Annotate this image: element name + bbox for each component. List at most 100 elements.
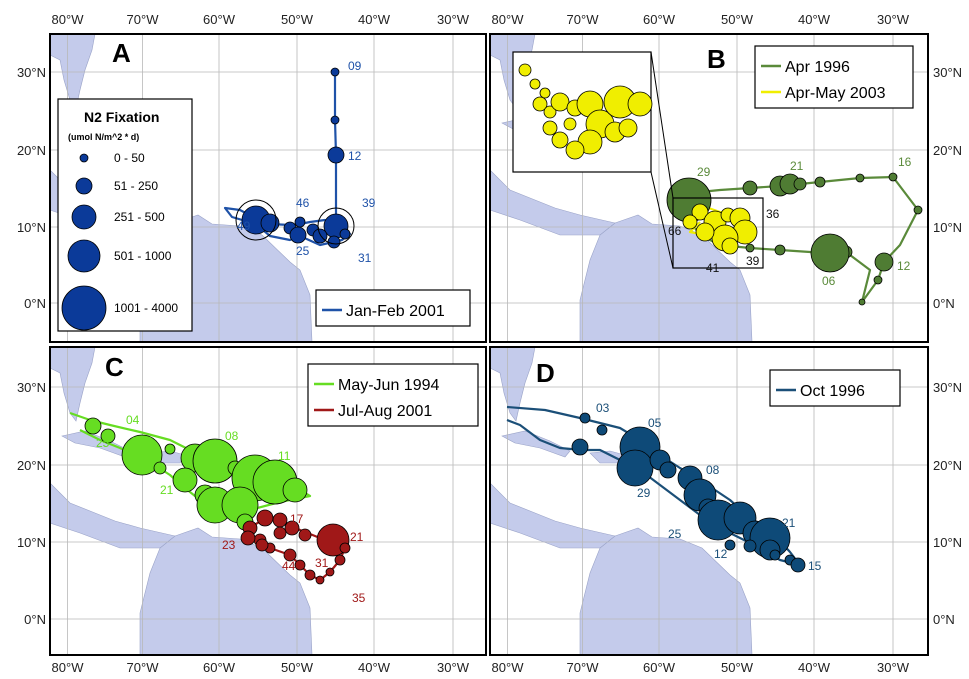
lon-tick-label: 30°W — [437, 12, 470, 27]
station-ring — [235, 199, 277, 241]
inset-station-circle — [550, 92, 570, 112]
station-circle — [659, 461, 677, 479]
inset-station-circle — [565, 140, 585, 160]
panel-frame — [49, 346, 487, 656]
station-label: 11 — [278, 449, 291, 463]
series-legend: May-Jun 1994 Jul-Aug 2001 — [307, 363, 479, 427]
station-circle — [814, 176, 826, 188]
legend-label: Apr 1996 — [785, 59, 850, 76]
station-circle — [298, 528, 312, 542]
size-legend: N2 Fixation (umol N/m^2 * d) 0 - 50 51 - 25… — [57, 98, 193, 332]
station-circle — [121, 434, 163, 476]
station-label: 12 — [714, 547, 728, 561]
station-circle — [339, 542, 351, 554]
station-circle — [691, 203, 709, 221]
station-ring — [317, 207, 355, 245]
station-circle — [334, 554, 346, 566]
south-america-land — [579, 527, 753, 656]
legend-label: Jul-Aug 2001 — [338, 403, 432, 420]
size-legend-circle — [67, 239, 101, 273]
north-america-land — [489, 346, 536, 422]
south-america-land — [139, 527, 313, 656]
inset-station-circle — [543, 105, 557, 119]
station-circle — [172, 467, 198, 493]
lat-tick-label: 0°N — [24, 296, 46, 311]
lon-tick-label: 30°W — [437, 660, 470, 675]
cruise-track-line — [688, 175, 920, 304]
station-circle — [913, 205, 923, 215]
station-circle — [315, 575, 325, 585]
series-legend: Apr 1996 Apr-May 2003 — [754, 45, 914, 109]
lat-tick-label: 20°N — [17, 143, 46, 158]
station-label: 25 — [96, 436, 110, 450]
station-circle — [325, 567, 335, 577]
lon-tick-label: 40°W — [358, 12, 391, 27]
size-legend-unit: (umol N/m^2 * d) — [68, 132, 139, 142]
lat-tick-label: 10°N — [17, 535, 46, 550]
lat-tick-label: 30°N — [17, 380, 46, 395]
size-legend-circle — [61, 285, 107, 331]
station-label: 03 — [596, 401, 610, 415]
lon-tick-label: 60°W — [643, 12, 676, 27]
station-label: 35 — [352, 591, 366, 605]
station-label: 04 — [126, 413, 140, 427]
panel-letter: D — [536, 358, 555, 388]
panel-letter: B — [707, 44, 726, 74]
station-circle — [289, 226, 307, 244]
lon-tick-label: 80°W — [52, 660, 85, 675]
size-legend-label: 251 - 500 — [114, 210, 165, 224]
station-label: 23 — [222, 538, 236, 552]
station-circle — [255, 538, 269, 552]
station-label: 39 — [362, 196, 376, 210]
map-panel-d: 03 05 08 29 25 12 21 15 D Oct 1996 — [489, 346, 929, 656]
station-circle — [596, 424, 608, 436]
central-america-land — [489, 169, 616, 236]
lat-tick-label: 20°N — [17, 458, 46, 473]
station-circle — [790, 557, 806, 573]
station-label: 46 — [296, 196, 310, 210]
lon-tick-label: 40°W — [798, 12, 831, 27]
station-label: 31 — [358, 251, 372, 265]
station-circle — [312, 228, 328, 244]
lat-tick-label: 20°N — [933, 143, 962, 158]
zoom-box — [672, 197, 764, 269]
lon-tick-label: 80°W — [492, 12, 525, 27]
station-label: 25 — [296, 244, 310, 258]
inset-station-circle — [529, 78, 541, 90]
station-label: 66 — [668, 224, 682, 238]
station-circle — [695, 222, 715, 242]
station-circle — [327, 146, 345, 164]
station-circle — [682, 214, 698, 230]
station-circle — [283, 548, 297, 562]
panel-frame — [489, 33, 929, 343]
station-circle — [616, 449, 654, 487]
station-label: 21 — [350, 530, 364, 544]
station-label: 06 — [822, 274, 836, 288]
station-circle — [873, 275, 883, 285]
lat-tick-label: 10°N — [933, 220, 962, 235]
inset-station-circle — [563, 117, 577, 131]
size-legend-label: 501 - 1000 — [114, 249, 172, 263]
lon-tick-label: 60°W — [203, 12, 236, 27]
station-label: 08 — [706, 463, 720, 477]
station-label: 29 — [637, 486, 651, 500]
station-circle — [304, 569, 316, 581]
station-circle — [284, 520, 300, 536]
series-legend: Oct 1996 — [769, 369, 901, 407]
station-circle — [888, 172, 898, 182]
panel-frame — [49, 33, 487, 343]
station-label: 25 — [668, 527, 682, 541]
lat-tick-label: 30°N — [933, 380, 962, 395]
lon-tick-label: 50°W — [281, 12, 314, 27]
inset-station-circle — [627, 91, 653, 117]
lon-tick-label: 70°W — [127, 660, 160, 675]
station-label: 31 — [315, 556, 329, 570]
size-legend-circle — [75, 177, 93, 195]
station-circle — [724, 539, 736, 551]
lat-tick-label: 0°N — [24, 612, 46, 627]
north-america-land — [49, 346, 96, 422]
legend-label: Jan-Feb 2001 — [346, 303, 445, 320]
station-label: 12 — [897, 259, 911, 273]
station-circle — [272, 512, 288, 528]
